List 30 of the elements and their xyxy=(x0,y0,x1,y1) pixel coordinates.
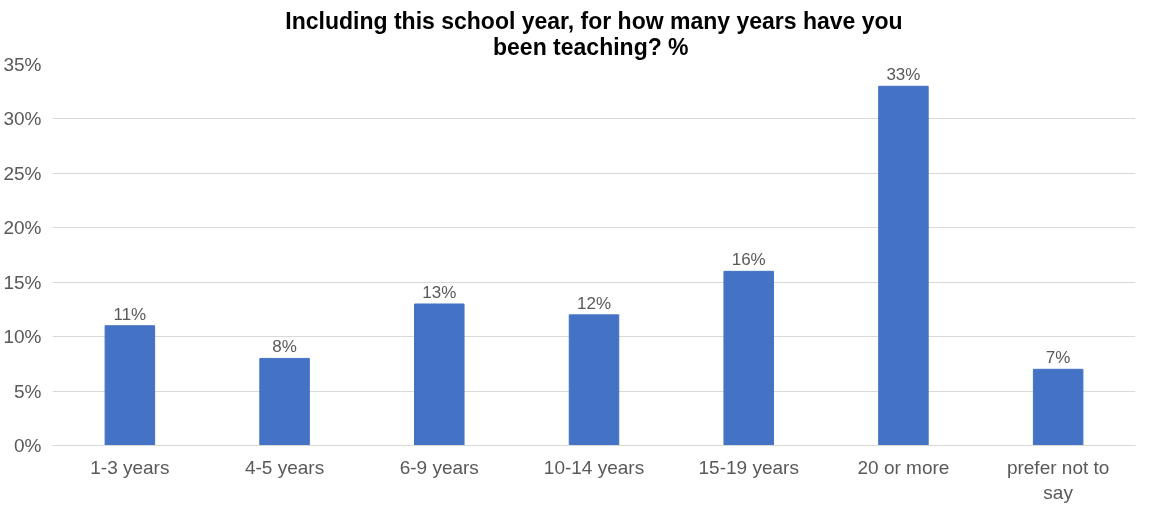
bar xyxy=(414,303,465,446)
chart-title: Including this school year, for how many years have you been teaching? % xyxy=(285,7,903,60)
x-tick-label: 20 or more xyxy=(857,456,950,478)
data-label: 13% xyxy=(422,282,457,302)
x-tick-label: 10-14 years xyxy=(543,456,645,478)
y-tick-label: 10% xyxy=(3,326,42,348)
x-tick-label: 1-3 years xyxy=(90,456,170,478)
y-tick-label: 35% xyxy=(3,54,42,75)
y-tick-label: 30% xyxy=(3,108,42,130)
y-tick-label: 25% xyxy=(3,162,42,184)
y-tick-label: 15% xyxy=(3,271,42,293)
data-label: 16% xyxy=(731,250,766,270)
y-tick-label: 5% xyxy=(14,380,42,402)
data-label: 7% xyxy=(1045,348,1071,368)
bar xyxy=(878,85,929,446)
data-label: 33% xyxy=(886,65,921,85)
bar xyxy=(568,314,620,446)
x-tick-label: 15-19 years xyxy=(698,456,799,478)
x-tick-label: 4-5 years xyxy=(244,456,325,478)
data-label: 12% xyxy=(576,293,612,313)
x-tick-label: 6-9 years xyxy=(399,456,479,478)
bar xyxy=(259,357,310,446)
y-tick-label: 20% xyxy=(3,217,42,239)
x-tick-label: prefer not to say xyxy=(1006,456,1110,503)
data-label: 11% xyxy=(113,304,147,324)
bar xyxy=(1032,368,1084,446)
data-label: 8% xyxy=(272,337,297,357)
bar xyxy=(723,270,774,446)
y-tick-label: 0% xyxy=(14,435,42,456)
bar xyxy=(104,325,156,446)
